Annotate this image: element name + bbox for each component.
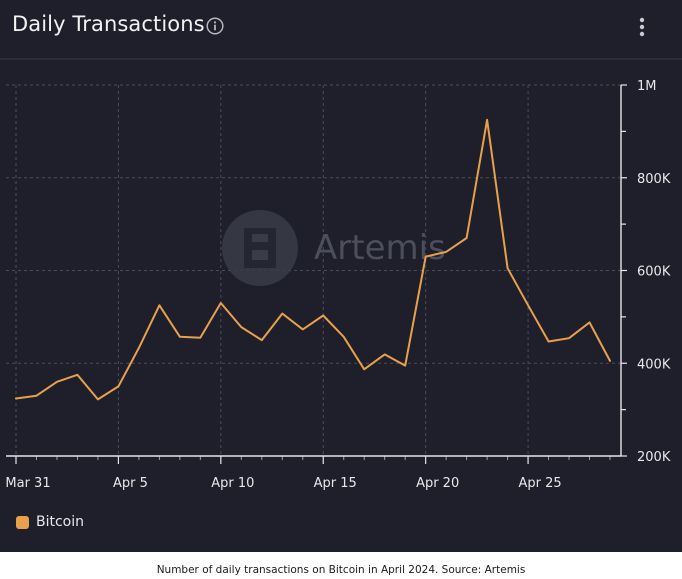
y-tick-label: 200K bbox=[637, 450, 671, 465]
info-icon[interactable] bbox=[206, 17, 224, 35]
x-tick-label: Apr 25 bbox=[518, 476, 561, 491]
line-chart: Artemis 1M 800K 600K 400K 200K Mar 31 Apr 5 Apr… bbox=[5, 79, 670, 491]
series-layer bbox=[15, 118, 611, 401]
legend-item-bitcoin[interactable]: Bitcoin bbox=[16, 514, 84, 530]
x-tick-label: Apr 10 bbox=[211, 476, 254, 491]
chart-card: Daily Transactions Artemis 1M 800K 600K 400… bbox=[0, 0, 682, 552]
more-options-icon[interactable] bbox=[632, 15, 652, 39]
x-tick-label: Apr 20 bbox=[416, 476, 459, 491]
axes: 1M 800K 600K 400K 200K Mar 31 Apr 5 Apr 10 Apr 1… bbox=[5, 79, 670, 491]
x-tick-label: Mar 31 bbox=[5, 476, 50, 491]
x-tick-label: Apr 5 bbox=[113, 476, 148, 491]
grid-lines bbox=[6, 84, 621, 456]
y-tick-label: 800K bbox=[637, 172, 671, 187]
x-tick-label: Apr 15 bbox=[314, 476, 357, 491]
legend-label: Bitcoin bbox=[36, 514, 85, 530]
y-tick-label: 400K bbox=[637, 357, 671, 372]
y-tick-label: 1M bbox=[637, 79, 657, 94]
card-header: Daily Transactions bbox=[0, 0, 682, 58]
header-divider bbox=[0, 58, 682, 60]
series-line-bitcoin bbox=[15, 118, 611, 401]
y-tick-label: 600K bbox=[637, 265, 671, 280]
watermark-logo: Artemis bbox=[222, 210, 446, 286]
watermark-text: Artemis bbox=[314, 228, 446, 268]
legend-swatch bbox=[16, 515, 29, 529]
chart-title: Daily Transactions bbox=[12, 12, 205, 36]
figure-caption: Number of daily transactions on Bitcoin … bbox=[156, 564, 526, 576]
